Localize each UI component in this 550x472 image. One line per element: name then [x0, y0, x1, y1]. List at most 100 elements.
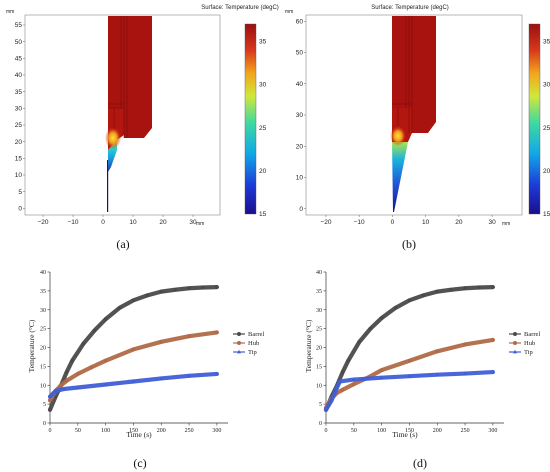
panel-b-ytick-label: 30 [296, 112, 304, 119]
panel-c-series-barrel-point [103, 317, 108, 321]
panel-b-ytick-label: 50 [296, 50, 304, 57]
panel-d-series-barrel-point [379, 316, 384, 320]
panel-a-ytick-label: 35 [15, 89, 23, 96]
panel-d-series [323, 285, 495, 412]
panel-d-series-hub-point [407, 358, 412, 363]
panel-c-series-tip-point [103, 382, 108, 386]
panel-d-ytick-label: 10 [316, 383, 322, 389]
panel-a-ytick-label: 50 [15, 39, 23, 46]
panel-d-series-tip-point [463, 371, 468, 375]
panel-d-ytick-label: 40 [316, 270, 322, 276]
panel-c-series [47, 285, 219, 412]
panel-d-series-barrel-point [421, 293, 426, 298]
panel-b-y-unit: mm [285, 9, 293, 15]
panel-c-legend-barrel-marker [237, 332, 241, 336]
panel-d-legend-tip-label: Tip [524, 349, 533, 356]
panel-b-colorbar [528, 23, 541, 215]
panel-a-ytick-label: 30 [15, 106, 23, 113]
panel-d-series-tip-point [490, 369, 495, 374]
panel-a-xtick-label: −20 [37, 219, 48, 226]
panel-a-ytick-label: 20 [15, 139, 23, 146]
panel-a-barrel [108, 16, 152, 138]
panel-a-hotspot [105, 127, 121, 149]
panel-c-ytick-label: 5 [43, 402, 46, 408]
panel-d: 0 50 100 150 200 250 300 0 5 10 15 20 25 30 35 40 Barre… [304, 270, 540, 439]
panel-d-xlabel: Time (s) [392, 430, 418, 439]
panel-b-ytick-label: 40 [296, 81, 304, 88]
panel-b-tip [392, 142, 408, 212]
panel-a-colorbar-label: 30 [259, 82, 267, 89]
panel-d-xtick-label: 200 [433, 428, 442, 434]
panel-c-series-hub-point [131, 347, 136, 352]
panel-c-legend-tip-marker [237, 349, 241, 354]
panel-b-xtick-label: −20 [320, 219, 331, 226]
panel-c-series-barrel-point [92, 328, 97, 333]
panel-d-series-hub-point [340, 387, 345, 392]
panel-d-ytick-label: 0 [319, 421, 322, 427]
panel-c-xtick-label: 300 [212, 428, 221, 434]
panel-c-series-barrel-point [201, 285, 205, 290]
panel-a-ytick-label: 25 [15, 122, 23, 129]
panel-b-title: Surface: Temperature (degC) [371, 5, 449, 11]
panel-d-series-tip-point [329, 398, 334, 402]
panel-c-series-tip-point [61, 386, 66, 391]
panel-c-legend-barrel-label: Barrel [248, 331, 264, 338]
panel-d-ytick-label: 30 [316, 308, 322, 314]
panel-d-series-tip-point [337, 379, 342, 383]
panel-d-legend-tip-marker [513, 349, 517, 354]
panel-d-series-barrel-point [407, 298, 412, 303]
panel-c-ytick-label: 35 [40, 289, 46, 295]
panel-d-series-hub-point [491, 338, 495, 342]
panel-b-xtick-label: 10 [422, 219, 430, 226]
panel-a-ytick-label: 55 [15, 22, 23, 29]
panel-d-series-barrel-line [323, 285, 495, 412]
panel-c-series-hub-point [64, 378, 69, 383]
panel-d-series-tip-point [435, 372, 440, 377]
panel-d-ytick-label: 5 [319, 402, 322, 408]
panel-d-series-hub-point [435, 349, 440, 354]
panel-c-legend-hub-label: Hub [248, 340, 259, 347]
panel-d-series-barrel-point [393, 306, 398, 310]
panel-d-ytick-label: 15 [316, 364, 322, 370]
caption-b: (b) [402, 237, 416, 251]
panel-b-colorbar-ticks: 35 30 25 20 15 [543, 38, 550, 218]
panel-d-series-hub-point [352, 382, 356, 386]
panel-c-series-barrel-point [70, 358, 75, 363]
panel-c-series-hub-point [187, 334, 191, 338]
panel-a-ytick-label: 10 [15, 172, 23, 179]
panel-d-series-barrel-point [340, 370, 345, 374]
panel-c-series-barrel-point [187, 286, 191, 291]
panel-b-mesh-lines [392, 16, 413, 133]
panel-d-legend-barrel-label: Barrel [524, 331, 540, 338]
panel-a-colorbar-label: 25 [259, 125, 267, 132]
panel-c-ytick-label: 20 [40, 346, 46, 352]
panel-d-series-barrel-point [435, 289, 440, 294]
panel-a-colorbar-ticks: 35 30 25 20 15 [259, 38, 267, 218]
panel-d-xtick-label: 100 [377, 428, 386, 434]
panel-a-ytick-label: 45 [15, 56, 23, 63]
panel-d-series-barrel-point [357, 340, 362, 344]
panel-d-xtick-label: 250 [461, 428, 470, 434]
panel-b-ytick-label: 20 [296, 143, 304, 150]
panel-c-series-barrel-line [47, 285, 219, 412]
panel-c-series-hub-point [89, 365, 94, 369]
panel-c-ytick-label: 0 [43, 421, 46, 427]
panel-d-ytick-label: 25 [316, 327, 322, 333]
caption-c: (c) [133, 456, 146, 470]
panel-d-legend-hub-label: Hub [524, 340, 535, 347]
panel-c-series-hub-point [159, 340, 164, 344]
panel-b-colorbar-label: 20 [543, 168, 550, 175]
panel-c: 0 50 100 150 200 250 300 0 5 10 15 20 25 30 35 40 Barre… [27, 270, 264, 439]
panel-c-series-tip-point [214, 371, 219, 376]
panel-c-series-hub-point [76, 372, 80, 376]
panel-d-axes: 0 50 100 150 200 250 300 0 5 10 15 20 25 30 35 40 [316, 270, 504, 434]
panel-c-xtick-label: 0 [49, 428, 52, 434]
panel-b-ytick-label: 60 [296, 18, 304, 25]
panel-c-series-barrel-point [215, 285, 219, 289]
panel-c-series-barrel-point [117, 306, 122, 310]
panel-c-series-tip-point [131, 379, 136, 383]
panel-c-xtick-label: 100 [101, 428, 110, 434]
panel-c-ytick-label: 30 [40, 308, 46, 314]
panel-d-series-barrel-point [491, 285, 495, 289]
